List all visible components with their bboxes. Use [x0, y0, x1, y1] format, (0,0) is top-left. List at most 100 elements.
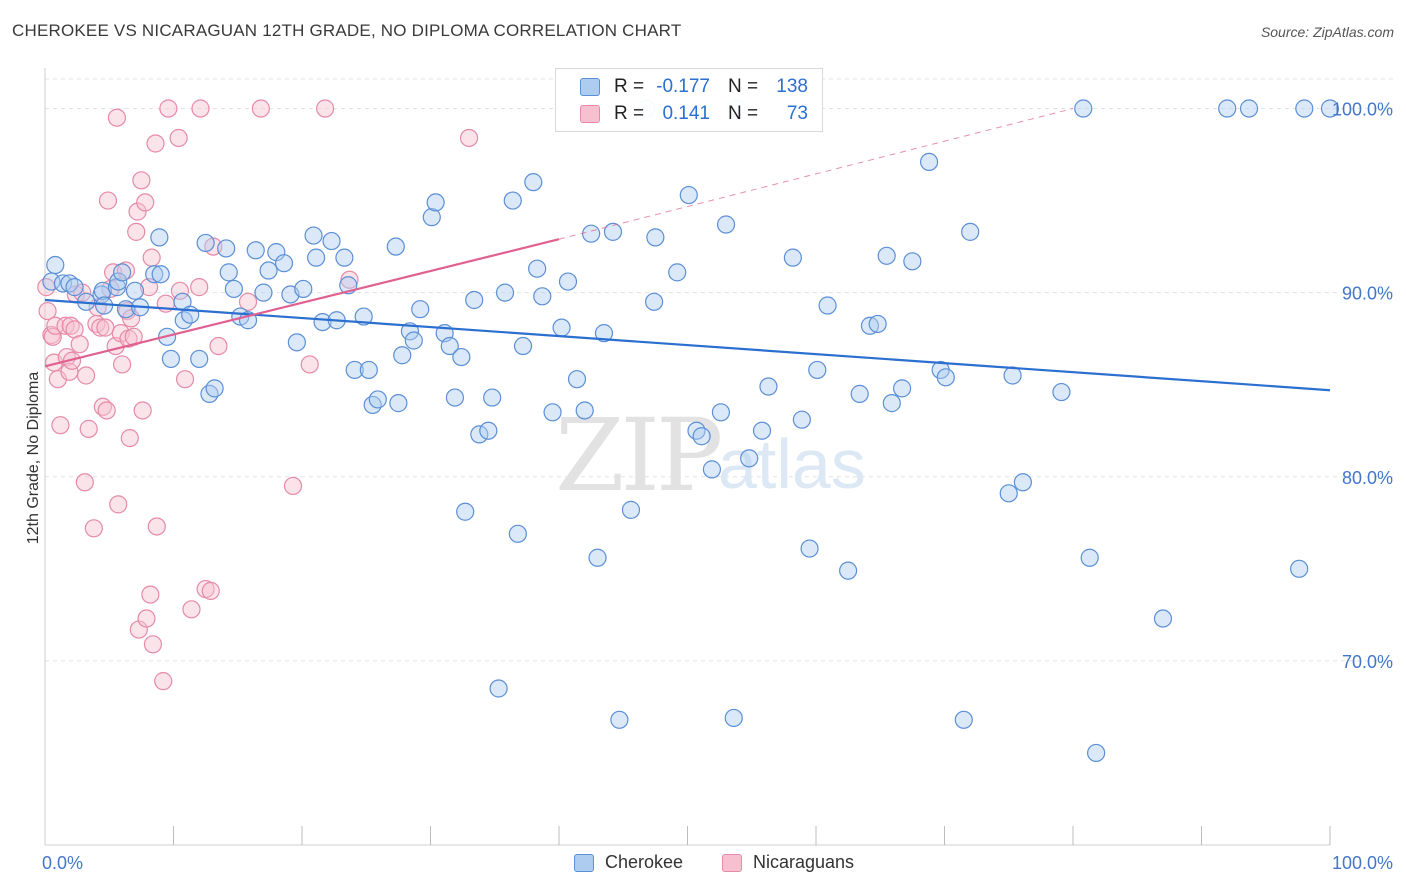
nicaraguans-point: [459, 128, 479, 148]
nicaraguans-point: [147, 517, 166, 536]
cherokee-points: [42, 99, 1340, 763]
cherokee-point: [294, 279, 313, 299]
cherokee-point: [456, 502, 475, 521]
cherokee-point: [999, 484, 1018, 503]
cherokee-point: [644, 292, 664, 311]
cherokee-point: [582, 224, 601, 243]
nicaraguans-point: [142, 248, 161, 267]
nicaraguans-point: [43, 327, 62, 346]
nicaraguans-point: [283, 476, 303, 496]
nicaraguans-point: [182, 600, 201, 619]
cherokee-point: [112, 263, 132, 282]
cherokee-point: [426, 193, 445, 212]
nicaraguans-point: [38, 301, 57, 321]
axes: [44, 68, 1331, 846]
cherokee-point: [892, 379, 912, 398]
nicaraguans-point: [154, 672, 173, 691]
cherokee-point: [552, 318, 571, 337]
nicaraguans-point: [79, 419, 98, 438]
nicaraguans-point: [51, 416, 70, 435]
source-label: Source: ZipAtlas.com: [1260, 24, 1394, 40]
nicaraguans-point: [107, 108, 127, 127]
cherokee-point: [246, 241, 265, 260]
legend-row-nicaraguans: R = 0.141 N = 73: [556, 100, 822, 128]
cherokee-point: [1087, 743, 1106, 763]
r-label: R =: [614, 76, 645, 97]
x-tick-label-min: 0.0%: [42, 853, 83, 873]
watermark-zip: ZIP: [555, 397, 720, 514]
cherokee-point: [724, 708, 743, 728]
cherokee-point: [524, 173, 543, 192]
y-tick-label: 100.0%: [1332, 100, 1393, 120]
cherokee-point: [1295, 99, 1314, 118]
nicaraguans-point: [175, 370, 195, 389]
cherokee-point: [151, 265, 170, 284]
cherokee-point: [274, 254, 294, 273]
cherokee-point: [687, 421, 706, 440]
cherokee-point: [759, 377, 778, 396]
nicaraguans-point: [109, 495, 128, 514]
cherokee-point: [404, 331, 423, 350]
cherokee-point: [389, 394, 408, 413]
nicaraguans-trend-extension: [558, 108, 1074, 240]
watermark-atlas: atlas: [718, 425, 866, 503]
cherokee-point: [961, 222, 980, 241]
cherokee-point: [936, 368, 955, 387]
nicaraguans-point: [70, 335, 89, 354]
cherokee-point: [603, 222, 623, 241]
chart-title: CHEROKEE VS NICARAGUAN 12TH GRADE, NO DI…: [12, 21, 682, 40]
cherokee-point: [594, 324, 614, 343]
cherokee-point: [363, 395, 382, 415]
cherokee-point: [1003, 366, 1022, 385]
cherokee-point: [411, 300, 430, 319]
cherokee-point: [196, 233, 215, 253]
cherokee-point: [313, 312, 332, 332]
cherokee-point: [839, 561, 858, 580]
trend-lines: [44, 108, 1331, 392]
nicaraguans-point: [300, 355, 319, 374]
cherokee-point: [877, 246, 896, 265]
cherokee-point: [610, 710, 629, 729]
cherokee-point: [740, 449, 759, 468]
cherokee-point: [422, 208, 441, 227]
cherokee-point: [354, 307, 373, 326]
cherokee-point: [386, 237, 405, 256]
cherokee-point: [470, 425, 489, 444]
cherokee-point: [93, 281, 112, 300]
y-axis-title: 12th Grade, No Diploma: [25, 372, 42, 545]
cherokee-point: [393, 346, 412, 365]
nicaraguans-point: [209, 336, 228, 356]
cherokee-point: [359, 360, 378, 380]
nicaraguans-points: [37, 99, 479, 691]
cherokee-point: [287, 333, 306, 352]
x-tick-label-max: 100.0%: [1332, 853, 1393, 873]
cherokee-point: [479, 421, 498, 440]
cherokee-point: [483, 388, 502, 407]
n-value: 73: [786, 103, 808, 124]
cherokee-point: [1013, 473, 1032, 492]
nicaraguans-point: [97, 401, 116, 420]
cherokee-point: [259, 261, 278, 280]
cherokee-point: [1218, 99, 1237, 118]
cherokee-point: [1153, 609, 1173, 628]
cherokee-point: [792, 410, 811, 429]
nicaraguans-point: [132, 171, 151, 190]
nicaraguans-point: [136, 193, 155, 212]
watermark: ZIP atlas: [555, 397, 866, 514]
cherokee-point: [304, 226, 323, 245]
cherokee-point: [621, 500, 641, 519]
cherokee-point: [145, 265, 164, 284]
cherokee-point: [954, 710, 973, 729]
y-tick-label: 90.0%: [1342, 284, 1393, 304]
nicaraguans-point: [146, 134, 165, 153]
cherokee-point: [903, 252, 922, 271]
cherokee-point: [445, 388, 465, 407]
nicaraguans-point: [46, 316, 65, 335]
cherokee-point: [679, 185, 698, 205]
nicaraguans-point: [77, 366, 96, 385]
nicaraguans-point: [143, 635, 163, 654]
cherokee-point: [452, 347, 471, 367]
cherokee-point: [533, 287, 552, 306]
cherokee-point: [818, 296, 837, 315]
